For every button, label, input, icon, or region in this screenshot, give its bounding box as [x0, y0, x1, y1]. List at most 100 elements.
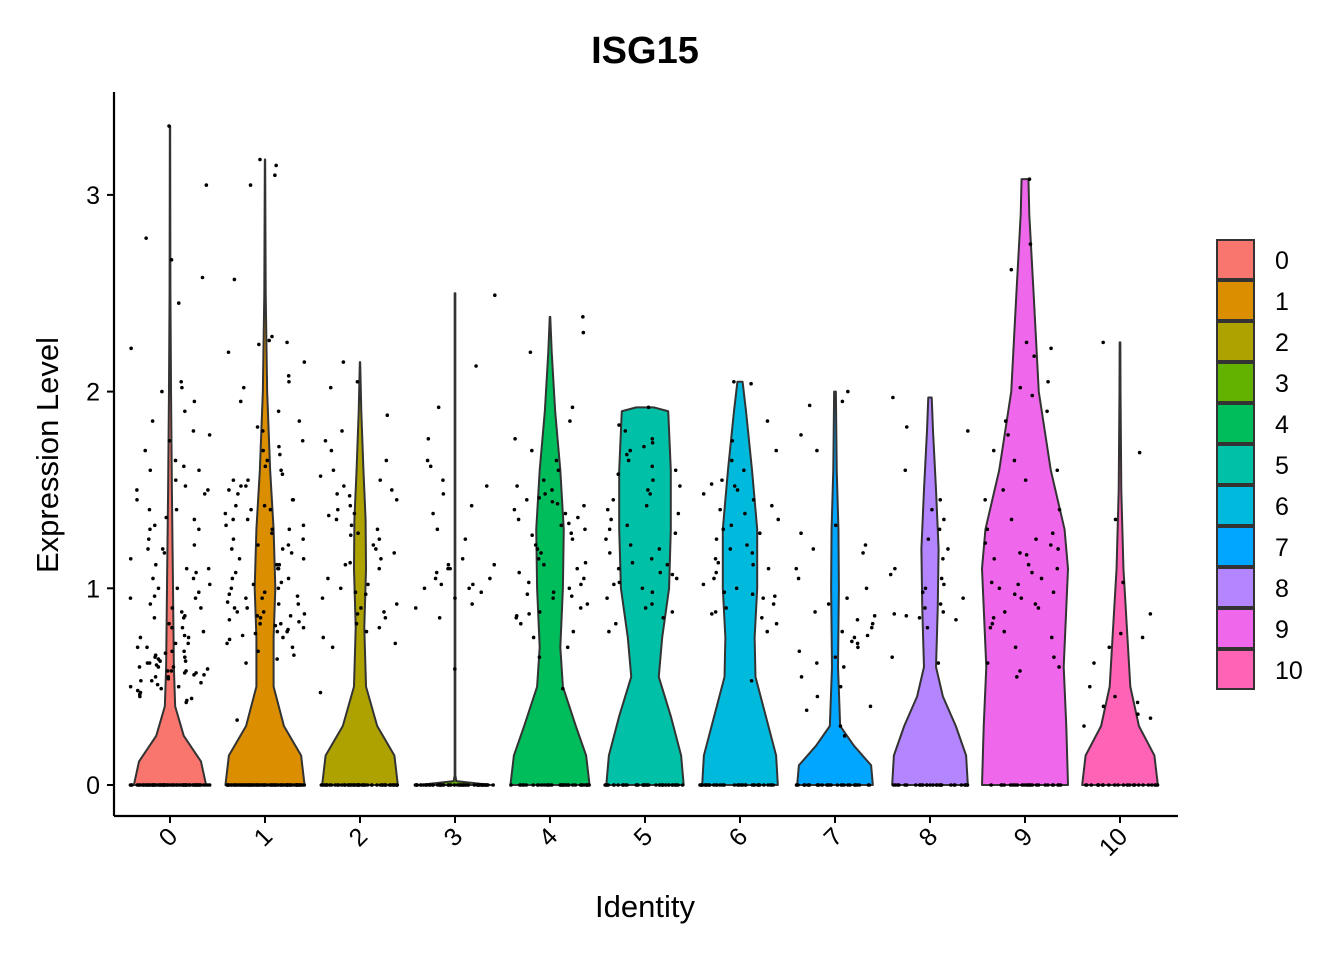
point-6 [710, 612, 714, 616]
point-4 [530, 533, 534, 537]
point-5 [651, 478, 655, 482]
point-4 [543, 492, 547, 496]
x-tick-label: 4 [534, 822, 564, 852]
point-1 [286, 543, 291, 547]
point-1 [290, 645, 295, 650]
point-1 [226, 350, 231, 355]
point-5 [643, 606, 648, 610]
point-1 [253, 631, 258, 636]
point-7 [815, 694, 820, 699]
point-0 [148, 527, 152, 532]
point-0 [135, 645, 140, 650]
point-1 [231, 478, 236, 482]
point-3 [467, 586, 471, 591]
point-7 [815, 661, 819, 665]
point-4 [542, 783, 547, 787]
point-2 [339, 783, 344, 787]
points-10 [1082, 340, 1160, 787]
point-4 [582, 576, 586, 581]
point-4 [581, 330, 586, 335]
point-1 [255, 614, 260, 618]
point-9 [1051, 783, 1056, 787]
point-0 [163, 651, 168, 656]
point-9 [1030, 393, 1035, 398]
point-2 [341, 360, 346, 364]
point-0 [186, 635, 191, 640]
point-0 [205, 667, 210, 671]
point-8 [939, 576, 944, 581]
point-2 [395, 783, 399, 787]
point-10 [1132, 783, 1137, 787]
point-0 [173, 641, 178, 646]
point-10 [1136, 712, 1140, 716]
point-6 [728, 547, 733, 551]
legend-label-0: 0 [1275, 247, 1289, 275]
point-9 [985, 661, 990, 665]
point-5 [658, 570, 663, 575]
point-9 [1026, 562, 1031, 567]
point-7 [807, 403, 812, 408]
point-0 [165, 669, 170, 673]
point-3 [493, 293, 497, 298]
point-4 [562, 783, 566, 787]
point-3 [446, 562, 451, 567]
point-10 [1150, 783, 1154, 787]
points-9 [983, 177, 1063, 787]
point-0 [153, 675, 158, 679]
point-9 [990, 621, 995, 626]
point-4 [580, 783, 584, 787]
legend-key-0 [1216, 239, 1255, 280]
point-5 [646, 405, 651, 410]
point-4 [537, 610, 542, 614]
point-9 [1012, 458, 1017, 463]
point-0 [171, 665, 176, 669]
point-3 [427, 783, 432, 787]
point-7 [811, 547, 816, 551]
point-10 [1088, 684, 1092, 689]
violin-6 [701, 380, 779, 786]
point-7 [797, 649, 802, 654]
point-0 [129, 346, 133, 351]
point-0 [139, 678, 143, 683]
point-1 [239, 484, 243, 488]
point-9 [1050, 531, 1055, 536]
point-0 [160, 547, 165, 551]
point-0 [172, 783, 177, 787]
point-9 [999, 783, 1004, 787]
point-1 [268, 507, 273, 512]
point-3 [435, 783, 440, 787]
point-7 [815, 783, 820, 787]
point-2 [378, 783, 383, 787]
point-10 [1135, 700, 1140, 705]
legend-label-10: 10 [1275, 657, 1303, 685]
point-8 [941, 610, 946, 614]
x-tick-label: 9 [1009, 822, 1039, 852]
point-0 [128, 557, 133, 561]
point-0 [148, 602, 153, 606]
legend-key-6 [1216, 485, 1255, 526]
point-9 [1055, 566, 1060, 571]
point-3 [433, 576, 438, 581]
point-7 [840, 629, 845, 634]
point-7 [842, 734, 847, 738]
point-layer [128, 124, 1160, 787]
point-8 [949, 783, 953, 787]
point-7 [870, 621, 875, 626]
point-3 [436, 405, 441, 410]
point-1 [270, 527, 275, 532]
point-0 [152, 523, 157, 528]
point-1 [256, 543, 260, 547]
point-4 [515, 484, 519, 488]
point-3 [446, 566, 450, 571]
point-7 [838, 724, 843, 728]
legend-label-3: 3 [1275, 370, 1289, 398]
point-6 [769, 783, 774, 787]
point-6 [770, 503, 774, 508]
point-8 [942, 582, 946, 587]
point-4 [537, 655, 542, 659]
point-7 [853, 783, 857, 787]
chart-title: ISG15 [591, 30, 699, 72]
point-1 [258, 621, 262, 626]
point-4 [581, 315, 585, 319]
point-4 [566, 783, 571, 787]
